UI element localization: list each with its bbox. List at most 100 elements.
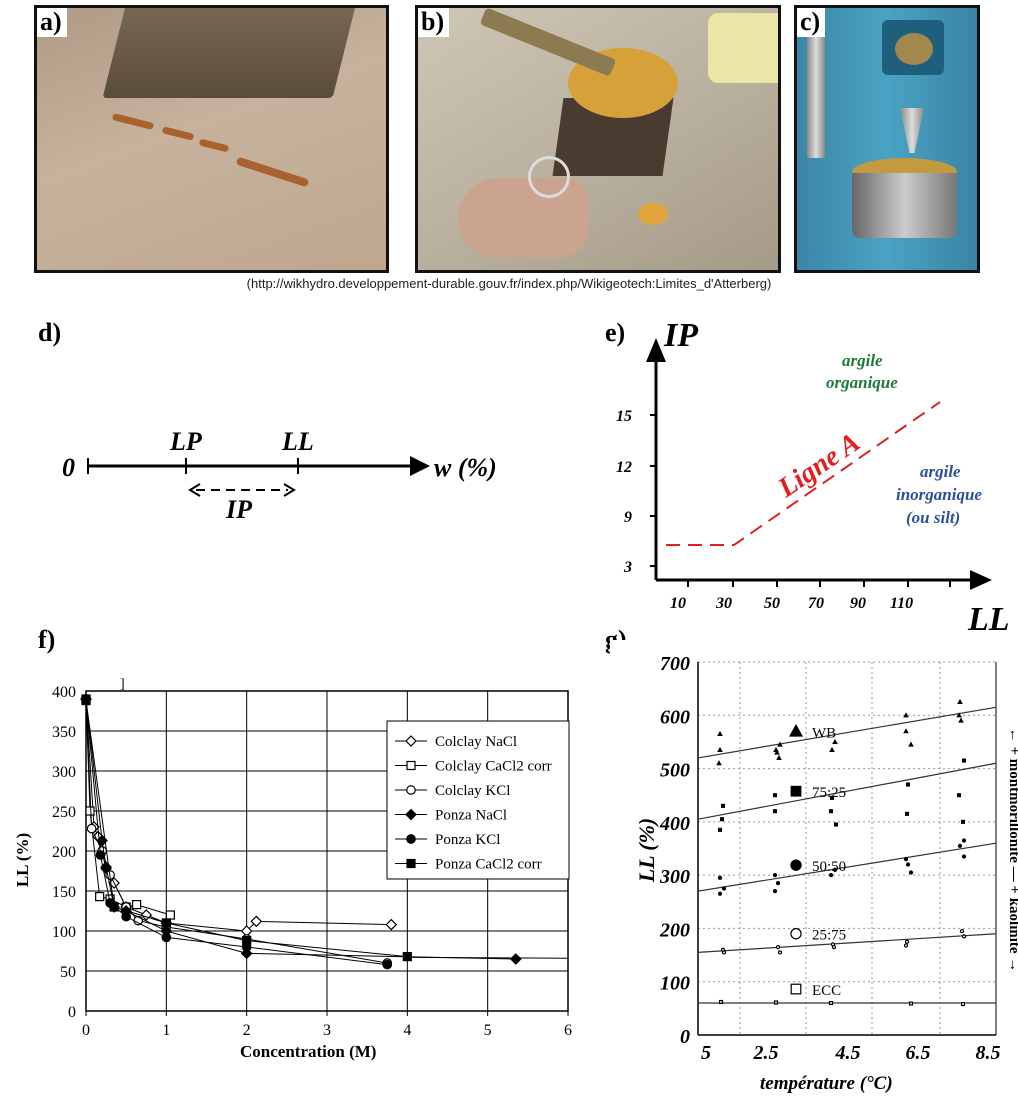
d-ip-label: IP	[225, 495, 253, 524]
panel-label-f: f)	[38, 625, 56, 654]
g-data-point	[775, 881, 781, 886]
g-series-label: WB	[812, 725, 836, 741]
f-legend-label: Colclay KCl	[435, 783, 510, 799]
f-legend-marker	[406, 834, 416, 844]
g-data-point	[777, 950, 783, 955]
g-series-marker	[788, 724, 804, 737]
f-legend-marker	[406, 785, 416, 795]
g-data-point	[903, 943, 909, 948]
g-trend-line	[697, 933, 997, 954]
f-xtick-label: 4	[403, 1022, 411, 1039]
clay-thread	[161, 126, 195, 141]
f-xtick-label: 6	[564, 1022, 572, 1039]
f-data-point	[109, 902, 119, 912]
f-ytick-label: 100	[52, 924, 76, 941]
e-xtick: 90	[850, 595, 866, 612]
f-ytick-label: 50	[60, 964, 76, 981]
f-legend-box	[386, 720, 570, 880]
g-series-marker	[790, 983, 802, 995]
d-lp-label: LP	[169, 427, 203, 456]
brass-knob	[895, 33, 933, 65]
e-xtick: 30	[715, 595, 732, 612]
e-ytick: 9	[624, 509, 632, 526]
chart-f-ll-vs-concentration: ] 0 50 100 150 200 250 300 350 400 0 1 2 3 4 5 6 Concentr…	[13, 677, 572, 1061]
g-data-point	[717, 827, 723, 832]
g-data-point	[717, 730, 723, 736]
f-data-point	[161, 932, 172, 943]
g-xtick-label: 4.5	[835, 1042, 861, 1064]
e-xtick: 70	[808, 595, 824, 612]
g-series-label: 50:50	[812, 859, 846, 875]
g-data-point	[908, 1001, 914, 1006]
g-data-point	[961, 934, 967, 939]
g-data-point	[905, 782, 911, 787]
f-legend-label: Colclay CaCl2 corr	[435, 759, 552, 775]
g-data-point	[717, 746, 723, 752]
g-data-point	[833, 822, 839, 827]
a-line	[666, 401, 941, 546]
f-ytick-label: 400	[52, 684, 76, 701]
g-data-point	[718, 999, 724, 1005]
g-ytick-label: 0	[680, 1026, 690, 1048]
g-data-point	[960, 819, 966, 824]
e-ytick: 15	[616, 408, 632, 425]
g-data-point	[829, 795, 835, 800]
g-data-point	[961, 838, 967, 843]
panel-d-diagram: 0 LP LL w (%) IP	[62, 427, 497, 524]
g-data-point	[908, 741, 914, 747]
g-xtick-label: 2.5	[753, 1042, 779, 1064]
ring-tool	[528, 156, 570, 198]
e-xtick: 110	[890, 595, 913, 612]
f-xtick-label: 2	[243, 1022, 251, 1039]
g-data-point	[829, 746, 835, 752]
f-data-point	[242, 936, 252, 946]
source-url: (http://wikhydro.developpement-durable.g…	[246, 276, 772, 291]
photo-c: c)	[794, 5, 980, 273]
g-data-point	[961, 758, 967, 763]
e-y-title: IP	[663, 317, 698, 354]
chart-g-ll-vs-temperature: 0 100 200 300 400 500 600 700 5 2.5 4.5 6.5 8.5 tempé…	[610, 640, 1018, 1109]
f-ytick-label: 0	[68, 1004, 76, 1021]
d-ll-label: LL	[281, 427, 314, 456]
g-series-label: 25:75	[812, 928, 846, 944]
g-data-point	[721, 950, 727, 955]
f-legend-label: Ponza KCl	[435, 832, 500, 848]
f-data-point	[85, 806, 95, 816]
g-data-point	[957, 698, 963, 705]
f-xtick-label: 5	[484, 1022, 492, 1039]
soil-dish	[638, 203, 668, 225]
f-legend-label: Colclay NaCl	[435, 734, 517, 750]
f-ytick-label: 300	[52, 764, 76, 781]
g-data-point	[956, 793, 962, 798]
f-legend-marker	[406, 858, 416, 869]
a-line-label: Ligne A	[772, 427, 866, 504]
g-data-point	[908, 870, 914, 875]
g-series-marker	[790, 785, 802, 797]
d-w-label: w (%)	[434, 453, 497, 482]
f-data-point	[140, 909, 153, 921]
f-legend-marker	[405, 735, 417, 747]
g-data-point	[772, 888, 778, 894]
photo-b-label: b)	[418, 8, 450, 37]
f-data-point	[86, 823, 97, 834]
f-data-point	[382, 959, 393, 970]
f-data-point	[95, 850, 106, 860]
f-data-point	[81, 695, 91, 706]
e-xtick: 10	[670, 595, 686, 612]
panel-label-d: d)	[38, 318, 62, 347]
clay-thread	[198, 138, 230, 153]
panel-e-plasticity-chart: 15 12 9 3 10 30 50 70 90 110 IP LL Ligne…	[616, 317, 1010, 638]
g-data-point	[959, 928, 965, 934]
g-data-point	[720, 803, 726, 808]
g-series-label: 75:25	[812, 785, 846, 801]
f-data-point	[133, 915, 144, 926]
f-ytick-label: 250	[52, 804, 76, 821]
rod	[807, 8, 825, 158]
g-background	[610, 640, 1018, 1109]
f-data-point	[385, 918, 398, 931]
organic-label-2: organique	[826, 373, 898, 392]
e-ytick: 3	[623, 559, 632, 576]
g-data-point	[828, 809, 834, 814]
f-data-point	[165, 910, 175, 920]
g-data-point	[777, 741, 783, 747]
